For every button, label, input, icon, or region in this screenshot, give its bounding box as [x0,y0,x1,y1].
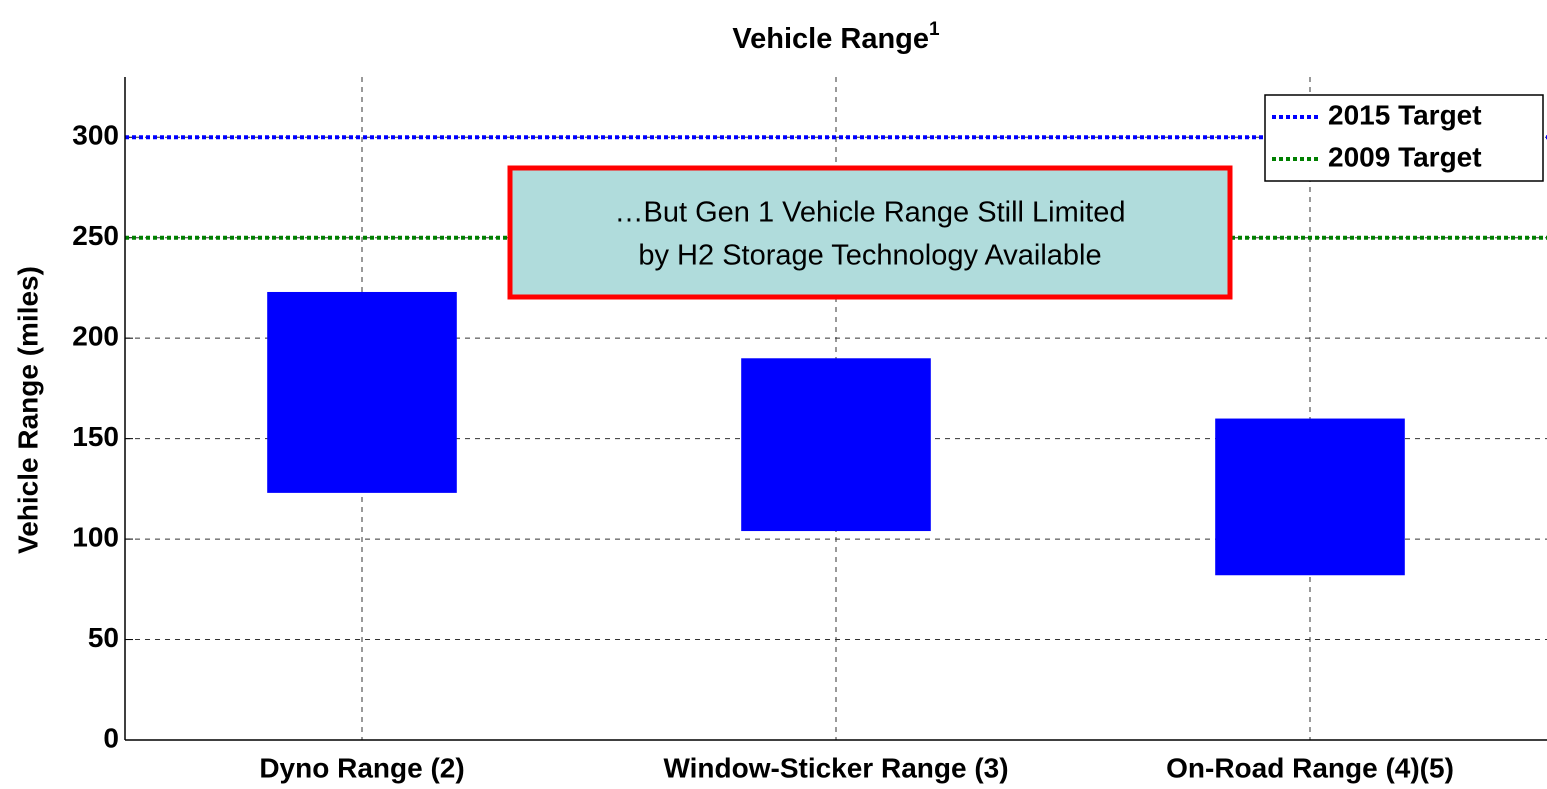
bar [267,291,457,493]
y-tick-label: 250 [72,220,119,251]
annotation-box [507,165,1233,300]
y-tick-label: 200 [72,321,119,352]
y-tick-label: 100 [72,521,119,552]
bar [741,358,931,532]
legend-label: 2015 Target [1328,99,1482,130]
x-tick-label: Dyno Range (2) [259,752,464,783]
y-tick-label: 150 [72,421,119,452]
y-tick-label: 0 [103,722,119,753]
x-tick-label: Window-Sticker Range (3) [663,752,1008,783]
x-tick-label: On-Road Range (4)(5) [1166,752,1454,783]
bar [1215,418,1405,576]
chart-title: Vehicle Range1 [732,19,940,55]
legend-box [1264,94,1544,182]
y-tick-label: 300 [72,120,119,151]
y-tick-label: 50 [88,622,119,653]
annotation-text: …But Gen 1 Vehicle Range Still Limited [615,197,1126,229]
legend-label: 2009 Target [1328,141,1482,172]
annotation-text: by H2 Storage Technology Available [638,240,1101,272]
title-text: Vehicle Range [732,23,929,55]
y-axis-label: Vehicle Range (miles) [12,266,43,554]
title-note: 1 [929,19,940,40]
